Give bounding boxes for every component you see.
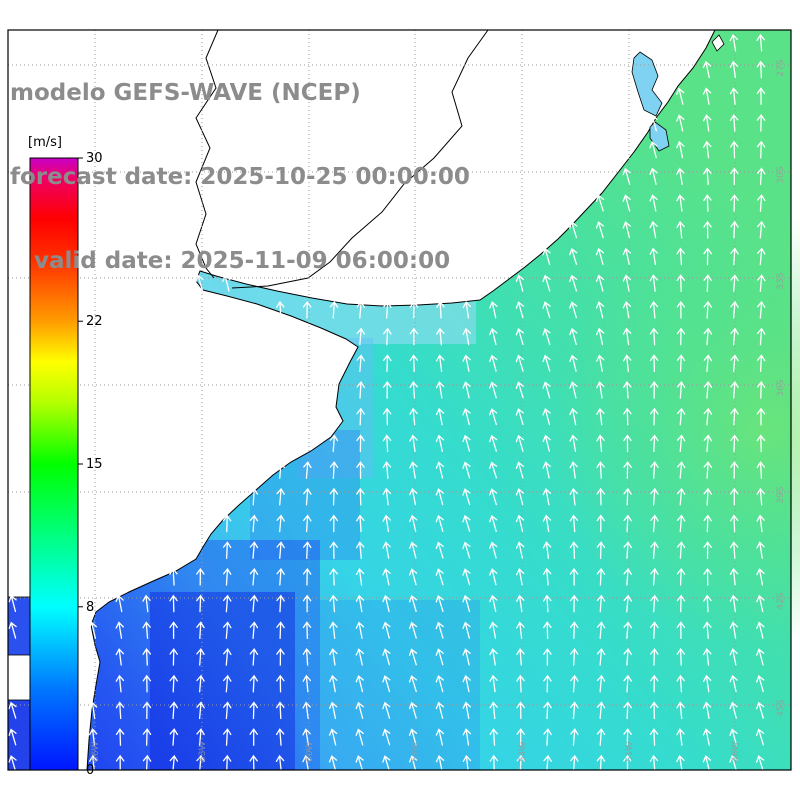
svg-text:33S: 33S	[776, 272, 786, 289]
svg-text:36S: 36S	[776, 379, 786, 396]
plot-frame	[7, 29, 792, 771]
colorbar-tick-label: 0	[86, 763, 94, 778]
colorbar-tick-label: 8	[86, 600, 94, 615]
svg-text:39S: 39S	[776, 486, 786, 503]
wind-arrows	[8, 33, 766, 773]
svg-text:51W: 51W	[625, 742, 635, 762]
forecast-date: forecast date: 2025-10-25 00:00:00	[10, 164, 470, 190]
lat-lon-grid	[8, 30, 791, 770]
svg-text:30S: 30S	[776, 166, 786, 183]
svg-text:63W: 63W	[198, 742, 208, 762]
svg-text:66W: 66W	[91, 742, 101, 762]
svg-text:45S: 45S	[776, 699, 786, 716]
river-line	[231, 29, 489, 289]
svg-text:27S: 27S	[776, 59, 786, 76]
colorbar-tick-label: 22	[86, 314, 103, 329]
svg-text:60W: 60W	[305, 742, 315, 762]
svg-text:42S: 42S	[776, 592, 786, 609]
model-title: modelo GEFS-WAVE (NCEP)	[10, 80, 361, 106]
axis-labels: 66W 63W 60W 57W 54W 51W 48W 27S 30S 33S 36S 39S 42S 4…	[91, 59, 786, 762]
svg-text:57W: 57W	[411, 742, 421, 762]
river-line	[195, 29, 219, 279]
island	[711, 34, 725, 52]
colorbar-tick-label: 30	[86, 151, 103, 166]
colorbar: 0 8 15 22 30 [m/s]	[28, 135, 103, 778]
valid-date: valid date: 2025-11-09 06:00:00	[10, 248, 451, 274]
colorbar-tick-label: 15	[86, 457, 103, 472]
coastal-lagoon	[631, 51, 663, 117]
colorbar-unit-label: [m/s]	[28, 135, 62, 150]
colorbar-gradient	[29, 157, 79, 771]
chart-titles: modelo GEFS-WAVE (NCEP) forecast date: 2…	[10, 23, 470, 331]
svg-text:54W: 54W	[518, 742, 528, 762]
svg-text:48W: 48W	[731, 742, 741, 762]
